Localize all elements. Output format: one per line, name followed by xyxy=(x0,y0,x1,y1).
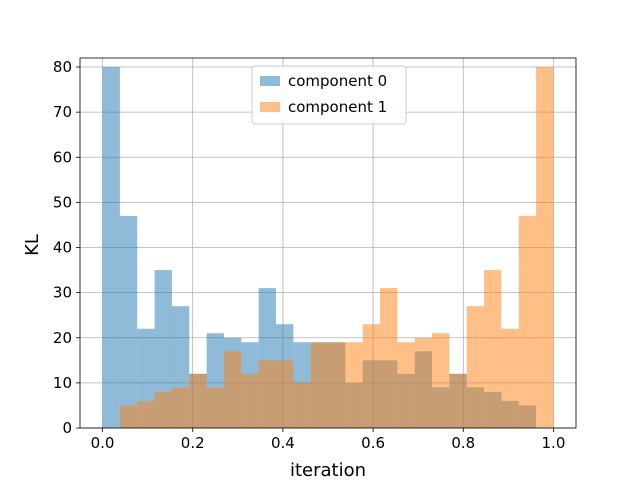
series-1-bar xyxy=(137,400,155,428)
legend-label-0: component 0 xyxy=(288,72,387,90)
y-tick-label: 70 xyxy=(53,103,72,121)
series-1-bar xyxy=(189,373,207,428)
series-1-bar xyxy=(119,405,138,428)
x-tick-label: 0.0 xyxy=(91,434,115,452)
series-1-bar xyxy=(258,360,276,428)
series-1-bar xyxy=(414,337,433,428)
y-axis-label: KL xyxy=(22,234,43,256)
x-tick-label: 0.6 xyxy=(361,434,385,452)
series-1-bar xyxy=(536,67,554,429)
x-tick-label: 0.4 xyxy=(271,434,295,452)
series-1-bar xyxy=(310,342,328,428)
y-tick-label: 30 xyxy=(53,284,72,302)
series-0-bar xyxy=(102,67,120,429)
series-1-bar xyxy=(171,387,190,428)
series-1-bar xyxy=(397,342,415,428)
series-1-bar xyxy=(501,328,519,428)
series-1-bar xyxy=(518,215,537,428)
legend: component 0 component 1 xyxy=(251,65,407,125)
series-1-bar xyxy=(275,360,294,428)
y-tick-label: 60 xyxy=(53,148,72,166)
x-tick-label: 0.2 xyxy=(181,434,205,452)
series-1-bar xyxy=(328,342,346,428)
series-1-bar xyxy=(380,288,398,428)
series-1-bar xyxy=(241,373,259,428)
y-tick-label: 10 xyxy=(53,374,72,392)
y-axis-ticks: 0 10 20 30 40 50 60 70 80 xyxy=(53,58,80,437)
series-1-bar xyxy=(484,270,502,428)
series-1-bar xyxy=(206,387,224,428)
y-tick-label: 40 xyxy=(53,239,72,257)
x-tick-label: 1.0 xyxy=(542,434,566,452)
series-1-bar xyxy=(449,373,467,428)
y-tick-label: 0 xyxy=(62,419,72,437)
legend-label-1: component 1 xyxy=(288,98,387,116)
plot-frame xyxy=(79,57,577,429)
y-tick-label: 20 xyxy=(53,329,72,347)
legend-swatch-0 xyxy=(260,76,280,86)
series-1-bar xyxy=(345,342,363,428)
x-axis-ticks: 0.0 0.2 0.4 0.6 0.8 1.0 xyxy=(91,428,566,452)
legend-swatch-1 xyxy=(260,102,280,112)
series-1-bar xyxy=(466,306,485,428)
x-axis-label: iteration xyxy=(290,460,366,480)
series-0-bar xyxy=(154,270,172,428)
y-tick-label: 50 xyxy=(53,193,72,211)
series-1-bar xyxy=(362,324,381,428)
series-1-bar xyxy=(432,333,450,428)
histogram-bars xyxy=(102,67,554,429)
x-tick-label: 0.8 xyxy=(451,434,475,452)
legend-box xyxy=(251,65,407,125)
y-tick-label: 80 xyxy=(53,58,72,76)
series-1-bar xyxy=(223,351,242,428)
series-1-bar xyxy=(154,391,172,428)
series-0-bar xyxy=(119,215,138,428)
series-1-bar xyxy=(293,382,311,428)
